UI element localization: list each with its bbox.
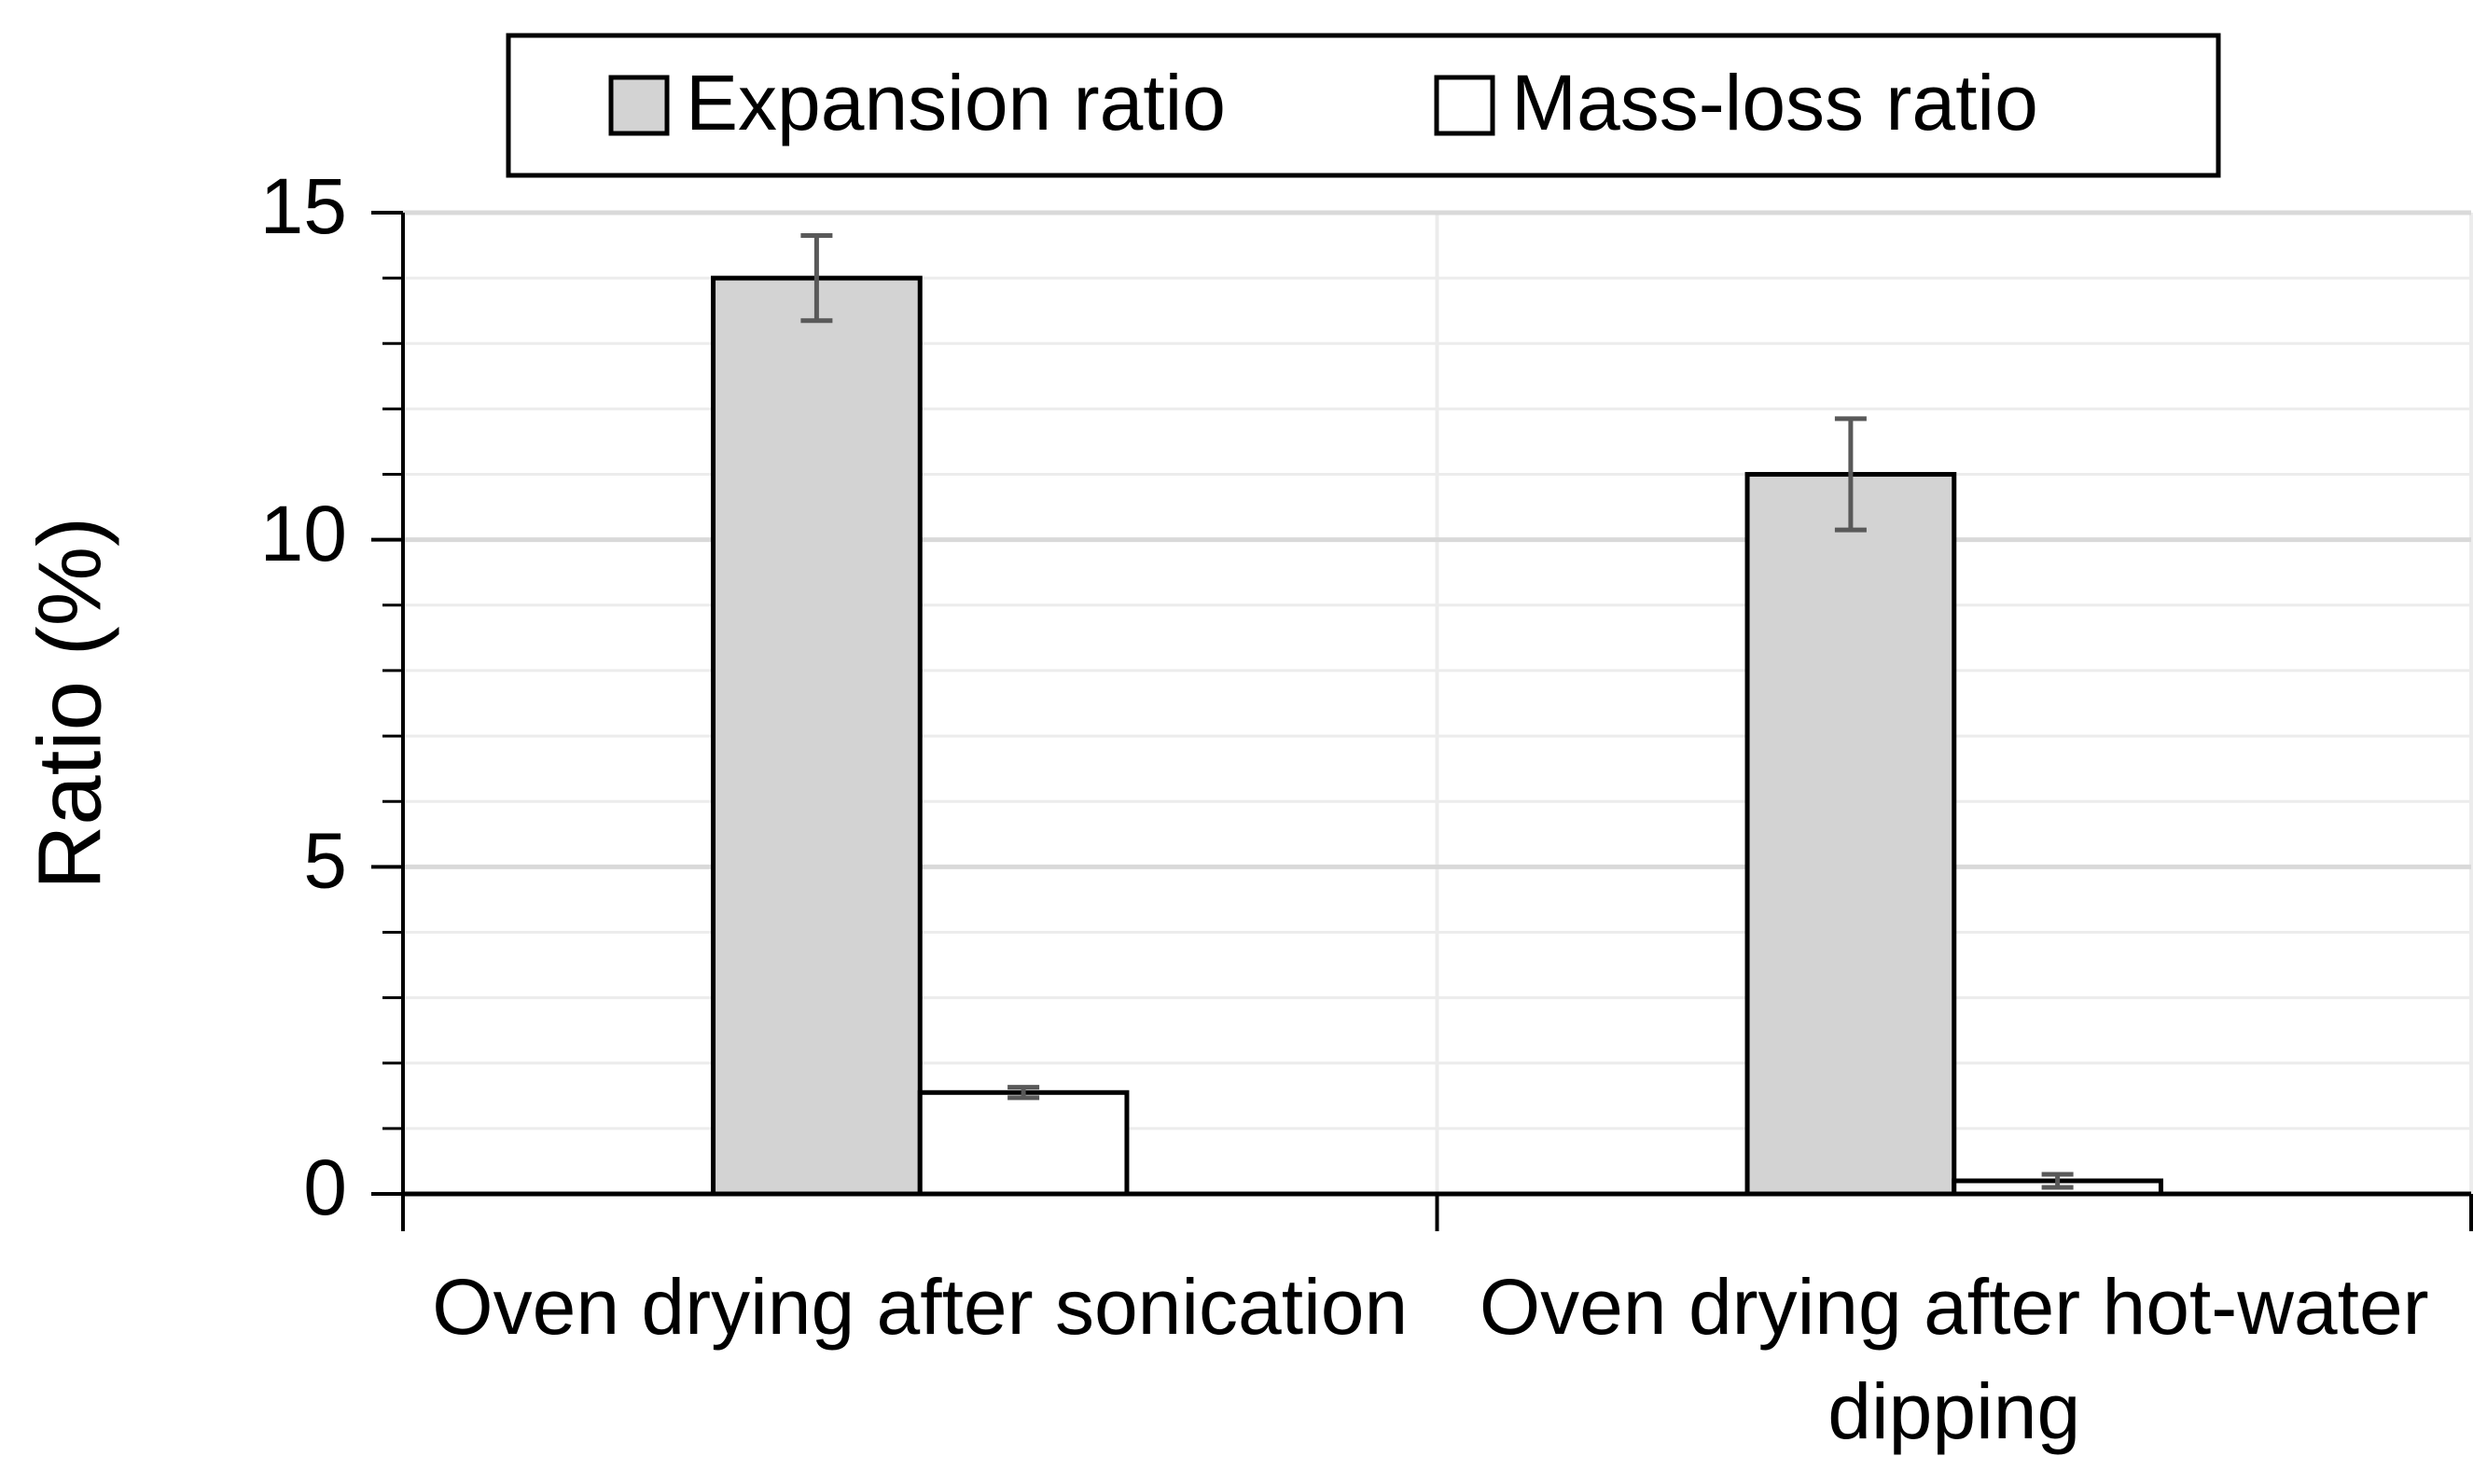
legend-label: Expansion ratio bbox=[686, 59, 1226, 146]
y-tick-label: 15 bbox=[260, 162, 347, 250]
y-axis-title: Ratio (%) bbox=[20, 517, 119, 890]
y-tick-label: 0 bbox=[303, 1144, 347, 1231]
legend-swatch bbox=[608, 75, 670, 136]
bar bbox=[1744, 472, 1957, 1197]
bar bbox=[711, 275, 923, 1197]
error-bar bbox=[1834, 416, 1867, 533]
legend-box bbox=[506, 33, 2221, 178]
error-bar bbox=[2041, 1172, 2074, 1190]
y-tick-label: 10 bbox=[260, 490, 347, 577]
legend-swatch bbox=[1434, 75, 1495, 136]
y-tick-label: 5 bbox=[303, 817, 347, 905]
error-bar bbox=[1007, 1085, 1040, 1101]
x-tick-label: Oven drying after sonication bbox=[432, 1263, 1409, 1351]
error-bar bbox=[800, 233, 833, 324]
x-tick-label: Oven drying after hot-water dipping bbox=[1479, 1263, 2429, 1455]
legend-label: Mass-loss ratio bbox=[1511, 59, 2038, 146]
bar bbox=[917, 1089, 1130, 1197]
